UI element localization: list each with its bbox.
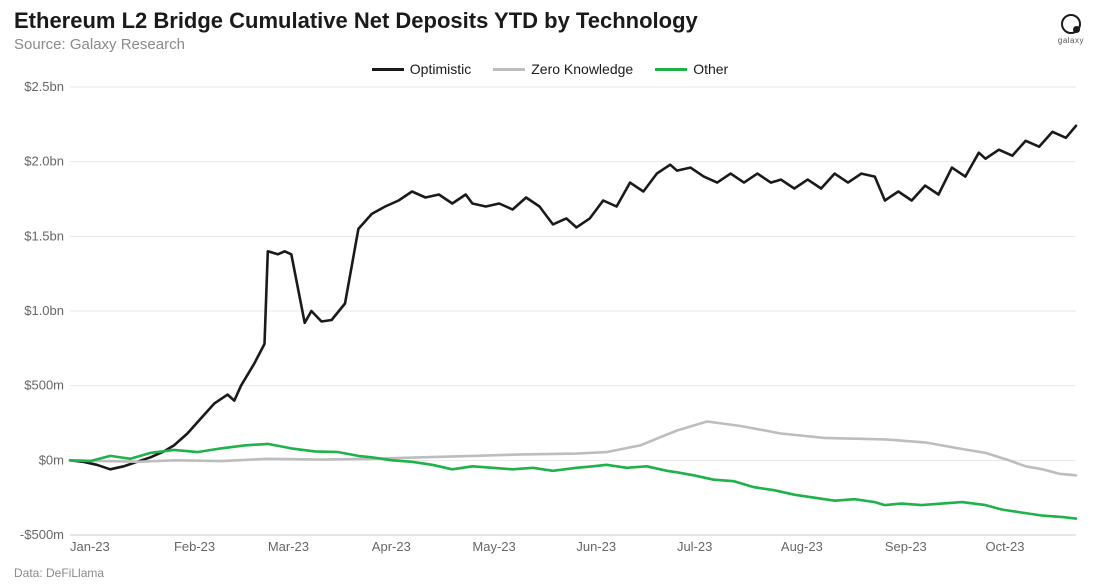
y-tick-label: $500m	[24, 378, 64, 393]
legend-swatch	[655, 68, 687, 71]
x-tick-label: Apr-23	[372, 539, 411, 554]
x-tick-label: Mar-23	[268, 539, 309, 554]
legend-label: Zero Knowledge	[531, 61, 633, 77]
series-optimistic	[70, 126, 1076, 470]
y-tick-label: $2.0bn	[24, 154, 64, 169]
legend-item: Zero Knowledge	[493, 61, 633, 77]
title-block: Ethereum L2 Bridge Cumulative Net Deposi…	[14, 8, 698, 53]
y-tick-label: $1.5bn	[24, 229, 64, 244]
legend-item: Optimistic	[372, 61, 471, 77]
y-tick-label: $1.0bn	[24, 303, 64, 318]
legend-label: Other	[693, 61, 728, 77]
legend-label: Optimistic	[410, 61, 471, 77]
header: Ethereum L2 Bridge Cumulative Net Deposi…	[14, 8, 1086, 53]
chart-area: -$500m $0m $500m $1.0bn $1.5bn $2.0bn $2.5bn Ja…	[14, 81, 1086, 559]
legend: Optimistic Zero Knowledge Other	[14, 61, 1086, 77]
x-tick-label: Jan-23	[70, 539, 110, 554]
chart-subtitle: Source: Galaxy Research	[14, 36, 698, 53]
legend-swatch	[372, 68, 404, 71]
galaxy-logo: galaxy	[1058, 8, 1086, 45]
y-tick-label: $0m	[39, 453, 64, 468]
x-tick-label: Oct-23	[985, 539, 1024, 554]
data-credit: Data: DeFiLlama	[14, 566, 104, 580]
series-other	[70, 444, 1076, 519]
galaxy-logo-icon	[1061, 14, 1081, 34]
x-tick-label: Jul-23	[677, 539, 712, 554]
figure-container: Ethereum L2 Bridge Cumulative Net Deposi…	[0, 0, 1100, 586]
legend-item: Other	[655, 61, 728, 77]
y-tick-label: $2.5bn	[24, 81, 64, 94]
y-tick-label: -$500m	[20, 527, 64, 542]
x-tick-label: May-23	[472, 539, 515, 554]
x-tick-label: Jun-23	[576, 539, 616, 554]
line-chart: -$500m $0m $500m $1.0bn $1.5bn $2.0bn $2.5bn Ja…	[14, 81, 1086, 559]
x-tick-label: Sep-23	[885, 539, 927, 554]
galaxy-logo-text: galaxy	[1058, 36, 1084, 45]
chart-title: Ethereum L2 Bridge Cumulative Net Deposi…	[14, 8, 698, 34]
x-tick-label: Aug-23	[781, 539, 823, 554]
x-tick-label: Feb-23	[174, 539, 215, 554]
legend-swatch	[493, 68, 525, 71]
